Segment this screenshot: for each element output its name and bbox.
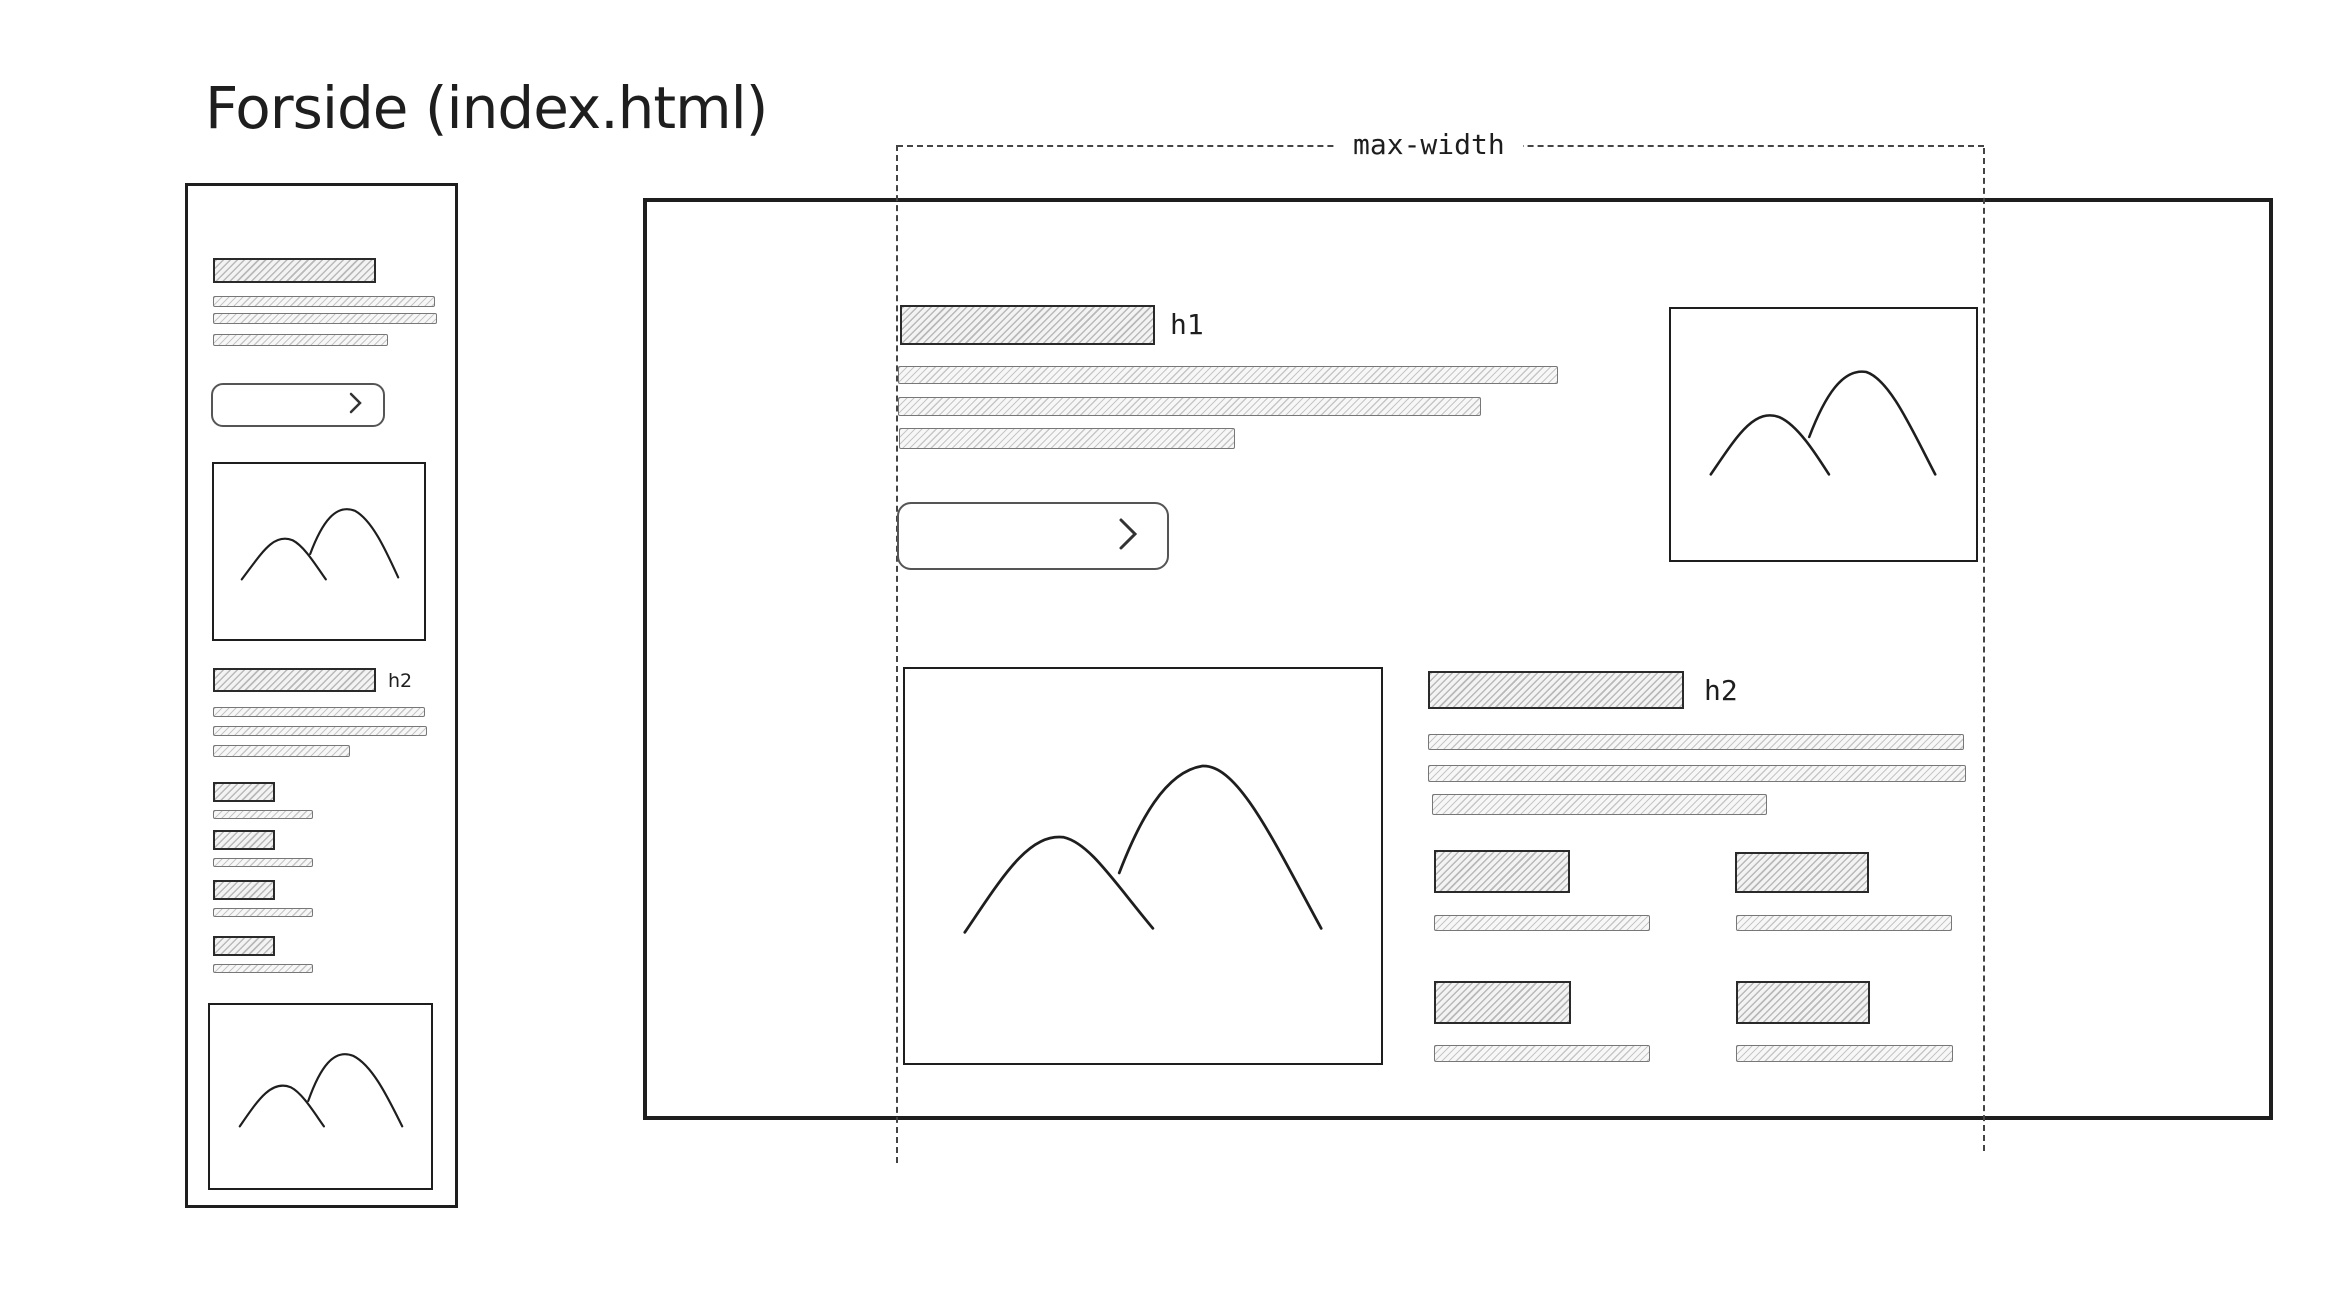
mobile-text-line [213,707,425,717]
mobile-h2-block [213,668,376,692]
mobile-feature-title [213,782,275,802]
mobile-text-line [213,296,435,307]
mobile-h1-block [213,258,376,283]
mobile-text-line [213,745,350,757]
mobile-text-line [213,726,427,736]
desktop-feature-title [1736,981,1870,1024]
chevron-right-icon [347,390,365,420]
mobile-h2-label: h2 [388,670,413,692]
desktop-feature-text [1736,1045,1953,1062]
desktop-cta-button[interactable] [897,502,1169,570]
mountain-image-icon [238,1053,404,1128]
desktop-section-text-line [1428,734,1964,750]
mobile-feature-text [213,810,313,819]
desktop-feature-text [1434,1045,1650,1062]
mountain-image-icon [963,764,1323,934]
mobile-feature-title [213,830,275,850]
desktop-feature-title [1434,850,1570,893]
desktop-feature-title [1434,981,1571,1024]
desktop-h1-block [900,305,1155,345]
mobile-feature-text [213,908,313,917]
max-width-guide-right [1983,148,1985,1151]
desktop-feature-image [903,667,1383,1065]
mountain-image-icon [240,508,400,581]
mobile-hero-image [212,462,426,641]
max-width-guide-left [896,145,898,1163]
chevron-right-icon [1115,514,1141,558]
desktop-hero-text-line [898,397,1481,416]
mobile-text-line [213,334,388,346]
mobile-feature-text [213,858,313,867]
desktop-feature-title [1735,852,1869,893]
mountain-image-icon [1709,370,1937,476]
page-title: Forside (index.html) [205,74,768,142]
desktop-hero-image [1669,307,1978,562]
mobile-wireframe [185,183,458,1208]
desktop-section-text-line [1428,765,1966,782]
desktop-hero-text-line [898,366,1558,384]
mobile-feature-title [213,936,275,956]
desktop-section-text-line [1432,794,1767,815]
mobile-cta-button[interactable] [211,383,385,427]
max-width-label: max-width [1335,128,1523,161]
desktop-hero-text-line [899,428,1235,449]
desktop-h2-label: h2 [1704,674,1738,707]
mobile-text-line [213,313,437,324]
desktop-feature-text [1736,915,1952,931]
mobile-feature-text [213,964,313,973]
desktop-wireframe [643,198,2273,1120]
desktop-h1-label: h1 [1170,308,1204,341]
desktop-h2-block [1428,671,1684,709]
mobile-feature-title [213,880,275,900]
desktop-feature-text [1434,915,1650,931]
mobile-bottom-image [208,1003,433,1190]
